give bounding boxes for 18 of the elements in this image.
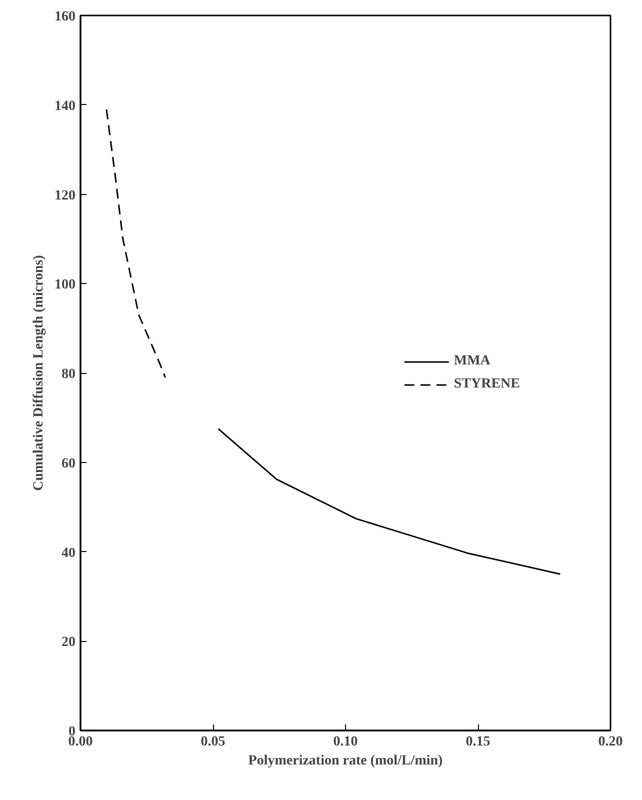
x-tick-label: 0.20	[598, 734, 623, 750]
x-tick-label: 0.10	[333, 734, 358, 750]
x-tick-label: 0.15	[466, 734, 490, 750]
y-tick-label: 120	[54, 188, 76, 204]
y-tick-label: 40	[62, 546, 76, 561]
line-series	[218, 428, 561, 575]
y-tick-label: 100	[54, 278, 76, 293]
line-series	[106, 108, 166, 378]
y-tick-label: 80	[62, 367, 76, 382]
legend-label: STYRENE	[454, 376, 520, 392]
x-axis-title: Polymerization rate (mol/L/min)	[248, 754, 444, 768]
y-tick-label: 140	[54, 98, 76, 114]
y-tick-label: 60	[62, 456, 76, 472]
y-tick-label: 160	[54, 10, 76, 24]
y-tick-label: 20	[62, 635, 76, 650]
legend-label: MMA	[454, 353, 490, 369]
y-axis-title: Cumulative Diffusion Length (microns)	[32, 254, 46, 491]
x-tick-label: 0.05	[200, 734, 226, 750]
